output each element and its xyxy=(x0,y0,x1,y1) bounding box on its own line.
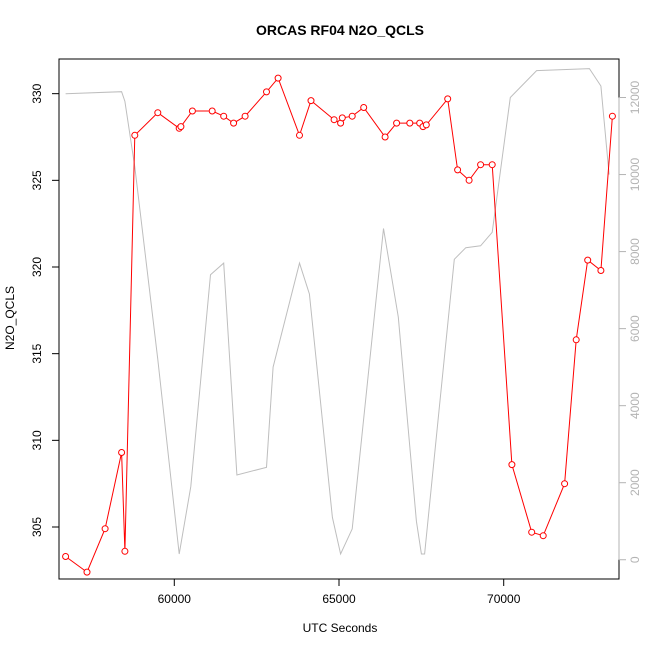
data-point xyxy=(220,112,228,120)
data-point xyxy=(454,166,462,174)
data-point xyxy=(572,336,580,344)
y-axis-label: N2O_QCLS xyxy=(3,286,17,350)
data-point xyxy=(561,480,569,488)
y2-tick-label: 6000 xyxy=(628,315,642,342)
y-tick-label: 320 xyxy=(30,257,44,277)
gray-series xyxy=(65,68,610,556)
data-point xyxy=(444,95,452,103)
data-point xyxy=(381,133,389,141)
data-point xyxy=(101,525,109,533)
data-point xyxy=(118,449,126,456)
data-point xyxy=(83,568,91,576)
x-axis: 60000 65000 70000 xyxy=(158,578,521,606)
data-point xyxy=(154,109,162,117)
y2-tick-label: 8000 xyxy=(628,238,642,265)
data-point xyxy=(330,116,338,124)
data-point xyxy=(360,104,368,111)
data-point xyxy=(208,107,216,115)
data-point xyxy=(406,119,414,127)
y-tick-label: 330 xyxy=(30,83,44,103)
y2-tick-label: 4000 xyxy=(628,392,642,419)
data-point xyxy=(62,553,70,560)
data-point xyxy=(528,528,536,536)
data-point xyxy=(263,88,270,96)
y-tick-label: 305 xyxy=(30,517,44,537)
y2-tick-label: 0 xyxy=(628,556,642,563)
data-point xyxy=(393,119,401,127)
chart-title: ORCAS RF04 N2O_QCLS xyxy=(256,22,424,38)
data-point xyxy=(539,532,547,540)
plot-frame xyxy=(58,58,620,580)
data-point xyxy=(274,74,282,82)
data-point xyxy=(584,256,592,264)
data-point xyxy=(348,112,356,120)
data-point xyxy=(597,267,605,274)
data-point xyxy=(422,121,430,129)
data-point xyxy=(508,461,516,469)
x-axis-label: UTC Seconds xyxy=(303,621,378,635)
y2-tick-label: 12000 xyxy=(628,81,642,115)
data-point xyxy=(121,547,129,555)
x-tick-label: 60000 xyxy=(158,592,192,606)
gray-series-line xyxy=(65,68,610,556)
y2-tick-label: 10000 xyxy=(628,158,642,192)
x-tick-label: 70000 xyxy=(487,592,521,606)
x-tick-label: 65000 xyxy=(322,592,356,606)
data-point xyxy=(307,97,315,105)
y2-axis: 0 2000 4000 6000 8000 10000 12000 xyxy=(618,81,642,563)
data-point xyxy=(188,107,196,115)
data-point xyxy=(465,176,473,184)
y2-tick-label: 2000 xyxy=(628,469,642,496)
data-point xyxy=(296,131,303,139)
y-axis: 305 310 315 320 325 330 xyxy=(30,83,60,537)
data-point xyxy=(488,161,496,169)
series-layer xyxy=(62,68,616,576)
data-point xyxy=(477,161,485,169)
y-tick-label: 315 xyxy=(30,343,44,363)
red-series-line xyxy=(65,77,613,573)
data-point xyxy=(608,112,616,120)
data-point xyxy=(131,131,139,139)
y-tick-label: 310 xyxy=(30,430,44,450)
data-point xyxy=(177,123,185,131)
data-point xyxy=(338,114,346,122)
red-series xyxy=(62,74,616,576)
data-point xyxy=(230,119,238,127)
y-tick-label: 325 xyxy=(30,170,44,190)
data-point xyxy=(241,112,249,120)
